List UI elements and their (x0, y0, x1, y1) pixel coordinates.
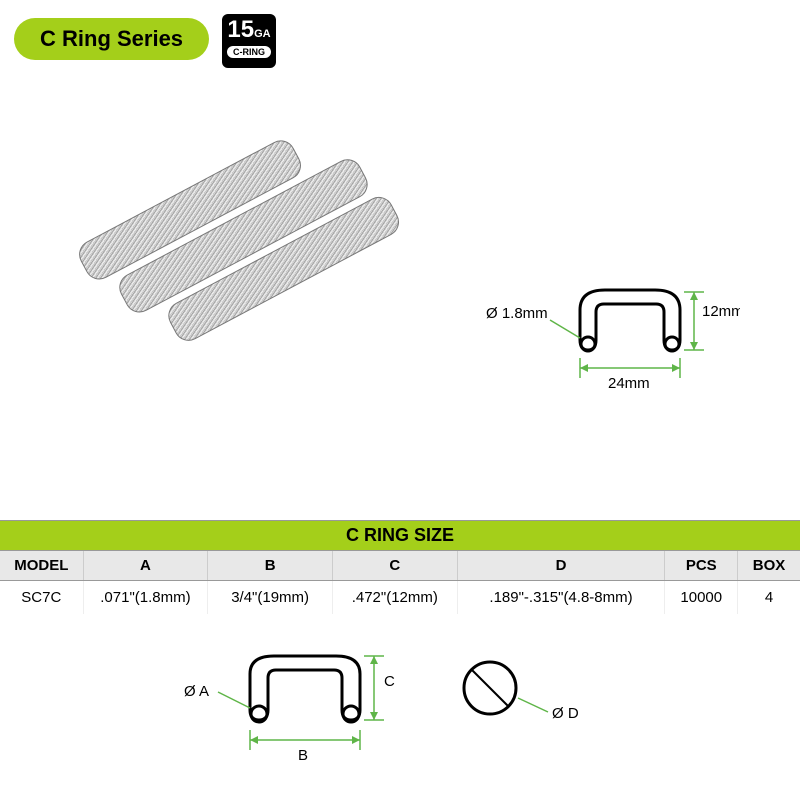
series-title-pill: C Ring Series (14, 18, 209, 60)
th-d: D (457, 551, 665, 581)
th-pcs: PCS (665, 551, 738, 581)
legend-c: C (384, 673, 395, 690)
series-title: C Ring Series (40, 26, 183, 51)
dim-wire: Ø 1.8mm (486, 305, 548, 322)
cell-b: 3/4"(19mm) (208, 581, 333, 615)
size-table: C RING SIZE MODEL A B C D PCS BOX SC7C .… (0, 520, 800, 614)
gauge-line: 15GA (222, 18, 276, 42)
dimension-diagram: Ø 1.8mm 12mm 24mm (480, 260, 740, 420)
legend-a: Ø A (184, 683, 209, 700)
cell-c: .472"(12mm) (332, 581, 457, 615)
gauge-unit: GA (254, 28, 271, 40)
spec-table: MODEL A B C D PCS BOX SC7C .071"(1.8mm) … (0, 551, 800, 614)
th-box: BOX (738, 551, 800, 581)
gauge-badge: 15GA C-RING (222, 14, 276, 68)
table-header-row: MODEL A B C D PCS BOX (0, 551, 800, 581)
th-c: C (332, 551, 457, 581)
product-photo (70, 110, 410, 370)
cell-a: .071"(1.8mm) (83, 581, 208, 615)
cell-pcs: 10000 (665, 581, 738, 615)
cell-model: SC7C (0, 581, 83, 615)
cell-d: .189"-.315"(4.8-8mm) (457, 581, 665, 615)
dim-height: 12mm (702, 303, 740, 320)
th-model: MODEL (0, 551, 83, 581)
table-row: SC7C .071"(1.8mm) 3/4"(19mm) .472"(12mm)… (0, 581, 800, 615)
cell-box: 4 (738, 581, 800, 615)
th-b: B (208, 551, 333, 581)
table-title: C RING SIZE (0, 520, 800, 551)
th-a: A (83, 551, 208, 581)
gauge-number: 15 (227, 18, 254, 42)
legend-d: Ø D (552, 705, 579, 722)
legend-b: B (298, 747, 308, 764)
legend-diagram: Ø A C B Ø D (140, 640, 640, 780)
gauge-sub: C-RING (227, 46, 271, 58)
dim-width: 24mm (608, 375, 650, 392)
